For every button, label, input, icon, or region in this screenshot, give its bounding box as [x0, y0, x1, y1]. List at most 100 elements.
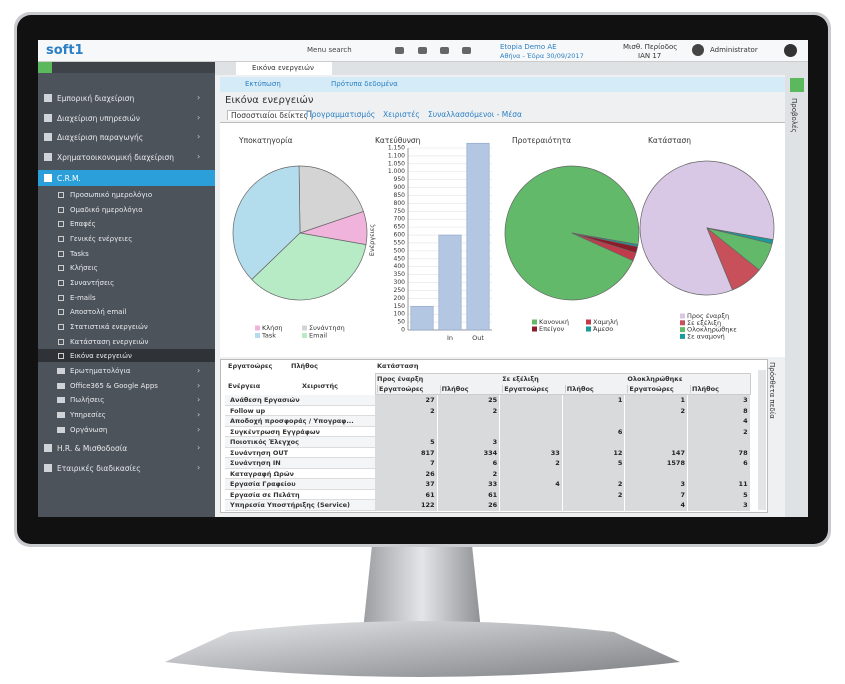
side-toggle[interactable]: [790, 78, 804, 92]
data-field[interactable]: Εργατοώρες: [228, 362, 273, 370]
submenu-item[interactable]: Επαφές: [70, 220, 96, 229]
subtab[interactable]: Ποσοστιαίοι δείκτες: [227, 110, 312, 120]
submenu-item[interactable]: Συναντήσεις: [70, 278, 115, 287]
cell: [500, 500, 563, 511]
cell-value: 122: [421, 501, 435, 509]
cell-value: 147: [671, 448, 685, 457]
row-label[interactable]: Εργασία σε Πελάτη: [230, 490, 300, 499]
chevron: ›: [197, 366, 201, 375]
submenu-item[interactable]: E-mails: [70, 293, 96, 302]
submenu-folder[interactable]: Office365 & Google Apps: [70, 381, 158, 390]
row-label[interactable]: Καταγραφή Ωρών: [230, 469, 294, 478]
module-icon: [44, 174, 52, 182]
module[interactable]: Χρηματοοικονομική διαχείριση: [57, 153, 175, 163]
cell: [562, 416, 626, 427]
module[interactable]: H.R. & Μισθοδοσία: [57, 444, 128, 453]
row-label[interactable]: Συνάντηση OUT: [230, 448, 289, 457]
subtab[interactable]: Προγραμματισμός: [306, 110, 376, 119]
menu-search[interactable]: Menu search: [307, 46, 352, 54]
item-icon: [58, 250, 64, 257]
item-icon: [58, 206, 64, 213]
cell: [688, 405, 751, 416]
templates[interactable]: Πρότυπα δεδομένα: [331, 80, 398, 88]
chevron: ›: [197, 443, 201, 452]
module[interactable]: Εμπορική διαχείριση: [57, 94, 135, 103]
module-icon: [44, 113, 52, 122]
submenu-folder[interactable]: Πωλήσεις: [70, 396, 105, 405]
cell-value: 2: [617, 480, 623, 488]
submenu-item[interactable]: Γενικές ενέργειες: [70, 234, 133, 243]
cell: [437, 468, 501, 479]
row-label[interactable]: Ανάθεση Εργασιών: [230, 396, 300, 404]
submenu-item[interactable]: Ομαδικό ημερολόγιο: [70, 205, 143, 214]
stand-neck: [362, 545, 482, 640]
cell-value: 334: [483, 448, 498, 457]
row-label[interactable]: Follow up: [230, 406, 266, 415]
submenu-item[interactable]: Προσωπικό ημερολόγιο: [70, 191, 153, 199]
print[interactable]: Εκτύπωση: [245, 80, 281, 88]
right-strip: [785, 75, 808, 517]
header-bg: [375, 373, 751, 395]
column-field[interactable]: Κατάσταση: [377, 362, 419, 370]
submenu-item[interactable]: Αποστολή email: [70, 308, 127, 317]
cell: [500, 426, 563, 437]
cell: [688, 447, 751, 458]
cell: [688, 395, 751, 406]
cell: [437, 405, 501, 416]
measure: Εργατοώρες: [502, 385, 549, 393]
period-label: Μισθ. Περίοδος: [623, 43, 678, 51]
module[interactable]: Εταιρικές διαδικασίες: [57, 463, 141, 473]
sidebar-toggle[interactable]: [38, 62, 52, 73]
submenu-item[interactable]: Κλήσεις: [70, 264, 98, 273]
chevron: ›: [197, 380, 201, 390]
row-field[interactable]: Ενέργεια: [228, 382, 261, 390]
cell-value: 4: [680, 501, 685, 509]
item-icon: [58, 309, 64, 316]
subtab[interactable]: Χειριστές: [383, 110, 420, 119]
row-label[interactable]: Αποδοχή προσφοράς / Υπογραφ...: [230, 417, 354, 425]
item-icon: [58, 221, 64, 228]
active-module[interactable]: C.R.M.: [57, 174, 81, 183]
cell-value: 2: [743, 427, 748, 436]
cell-value: 2: [555, 459, 560, 467]
submenu-item[interactable]: Στατιστικά ενεργειών: [70, 322, 148, 331]
submenu-item[interactable]: Tasks: [70, 249, 89, 258]
row-field[interactable]: Χειριστής: [302, 382, 339, 390]
cell-value: 78: [738, 448, 748, 457]
tab[interactable]: Εικόνα ενεργειών: [236, 62, 332, 75]
row-label[interactable]: Συγκέντρωση Εγγράφων: [230, 427, 320, 436]
cell-value: 5: [617, 459, 623, 467]
cell: [688, 500, 751, 511]
module[interactable]: Διαχείριση υπηρεσιών: [57, 113, 140, 123]
row-label[interactable]: Εργασία Γραφείου: [230, 480, 296, 488]
cell: [375, 437, 438, 448]
cell: [625, 458, 688, 469]
data-field[interactable]: Πλήθος: [291, 362, 318, 370]
chevron: ›: [197, 93, 201, 102]
submenu-folder[interactable]: Οργάνωση: [70, 425, 108, 434]
row-label[interactable]: Ποιοτικός Έλεγχος: [230, 438, 299, 446]
row-label[interactable]: Συνάντηση IN: [230, 459, 281, 467]
module-icon: [44, 153, 52, 162]
side-tab[interactable]: Προβολές: [790, 98, 798, 133]
submenu-folder[interactable]: Υπηρεσίες: [70, 410, 106, 419]
cell: [375, 447, 438, 458]
cell: [500, 458, 563, 469]
item-icon: [58, 265, 64, 272]
chevron: ›: [197, 409, 201, 419]
cell-value: 3: [492, 438, 498, 446]
row-label[interactable]: Υπηρεσία Υποστήριξης (Service): [230, 501, 350, 509]
cell: [625, 479, 688, 490]
submenu-folder[interactable]: Ερωτηματολόγια: [70, 367, 131, 375]
cell: [500, 479, 563, 490]
subtab[interactable]: Συναλλασσόμενοι - Μέσα: [428, 110, 522, 119]
submenu-item[interactable]: Κατάσταση ενεργειών: [70, 337, 149, 346]
cell: [562, 395, 626, 406]
module[interactable]: Διαχείριση παραγωγής: [57, 133, 144, 143]
user[interactable]: Administrator: [710, 46, 758, 54]
column-group: Προς έναρξη: [377, 375, 424, 383]
cell-value: 8: [743, 406, 748, 415]
submenu-item[interactable]: Εικόνα ενεργειών: [70, 352, 132, 361]
side-tab[interactable]: Πρόσθετα πεδία: [768, 362, 776, 419]
cell: [562, 447, 626, 458]
